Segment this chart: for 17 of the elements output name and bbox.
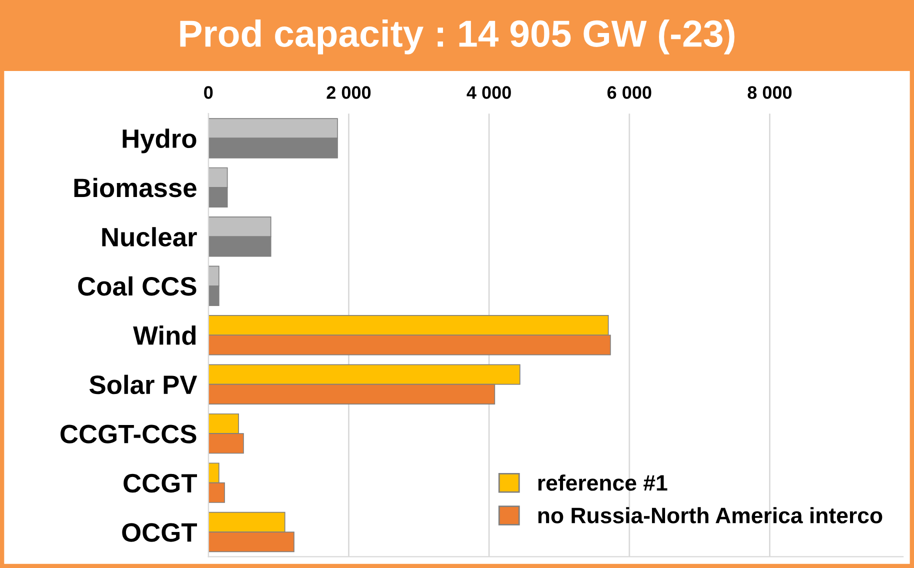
y-tick-label: Wind [133,326,196,345]
x-tick-label: 2 000 [326,86,371,99]
y-tick-label: Solar PV [90,374,198,394]
legend-label: no Russia-North America interco [538,507,882,524]
legend-label: reference #1 [538,474,668,491]
y-tick-label: CCGT [124,474,197,493]
y-tick-label: OCGT [122,523,197,542]
y-tick-label: CCGT-CCS [60,424,196,444]
x-tick-label: 8 000 [748,86,792,99]
x-tick-label: 0 [204,86,213,99]
x-tick-label: 6 000 [607,86,652,99]
x-tick-label: 4 000 [466,86,511,99]
chart-title: Prod capacity : 14 905 GW (-23) [180,19,734,54]
y-tick-label: Hydro [122,128,196,154]
y-tick-label: Nuclear [102,227,197,246]
y-tick-label: Coal CCS [78,276,196,296]
y-tick-label: Biomasse [74,178,196,198]
